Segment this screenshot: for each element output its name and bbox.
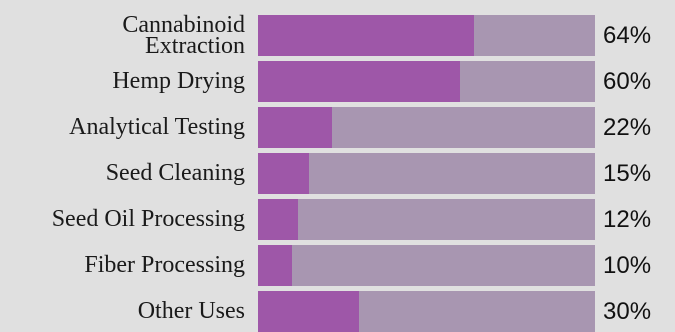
bar-fill (258, 245, 292, 286)
bar-row: Analytical Testing 22% (0, 107, 675, 148)
bar-row: Hemp Drying 60% (0, 61, 675, 102)
bar-track (258, 15, 595, 56)
bar-row: Other Uses 30% (0, 291, 675, 332)
category-label: Hemp Drying (112, 61, 245, 102)
category-label-line: Hemp Drying (112, 68, 245, 94)
value-label: 30% (603, 297, 652, 325)
category-label: Cannabinoid Extraction (122, 11, 245, 59)
category-label: Analytical Testing (69, 107, 245, 148)
category-label-line: Fiber Processing (84, 252, 245, 278)
bar-row: Fiber Processing 10% (0, 245, 675, 286)
category-label-line: Seed Oil Processing (51, 206, 245, 232)
bar-track (258, 199, 595, 240)
category-label-line: Extraction (145, 32, 245, 59)
bar-track (258, 153, 595, 194)
bar-fill (258, 107, 333, 148)
bar-track (258, 61, 595, 102)
bar-row: Seed Cleaning 15% (0, 153, 675, 194)
bar-fill (258, 15, 474, 56)
category-label: Seed Cleaning (106, 153, 245, 194)
category-label: Other Uses (138, 291, 245, 332)
value-label: 15% (603, 159, 652, 187)
bar-row: Cannabinoid Extraction 64% (0, 11, 675, 59)
bar-track (258, 245, 595, 286)
category-label: Seed Oil Processing (52, 199, 245, 240)
category-label-line: Other Uses (137, 298, 245, 324)
category-label: Fiber Processing (84, 245, 245, 286)
bar-track (258, 291, 595, 332)
bar-chart: Cannabinoid Extraction 64% Hemp Drying 60% An… (0, 11, 675, 332)
bar-fill (258, 61, 461, 102)
value-label: 60% (603, 67, 652, 95)
category-label-line: Seed Cleaning (105, 160, 245, 186)
value-label: 10% (603, 251, 652, 279)
bar-track (258, 107, 595, 148)
bar-fill (258, 199, 299, 240)
value-label: 64% (603, 21, 652, 49)
value-label: 22% (603, 113, 652, 141)
bar-fill (258, 291, 360, 332)
bar-fill (258, 153, 309, 194)
category-label-line: Analytical Testing (69, 114, 245, 140)
category-label-line: Cannabinoid (122, 11, 245, 38)
value-label: 12% (603, 205, 652, 233)
bar-row: Seed Oil Processing 12% (0, 199, 675, 240)
